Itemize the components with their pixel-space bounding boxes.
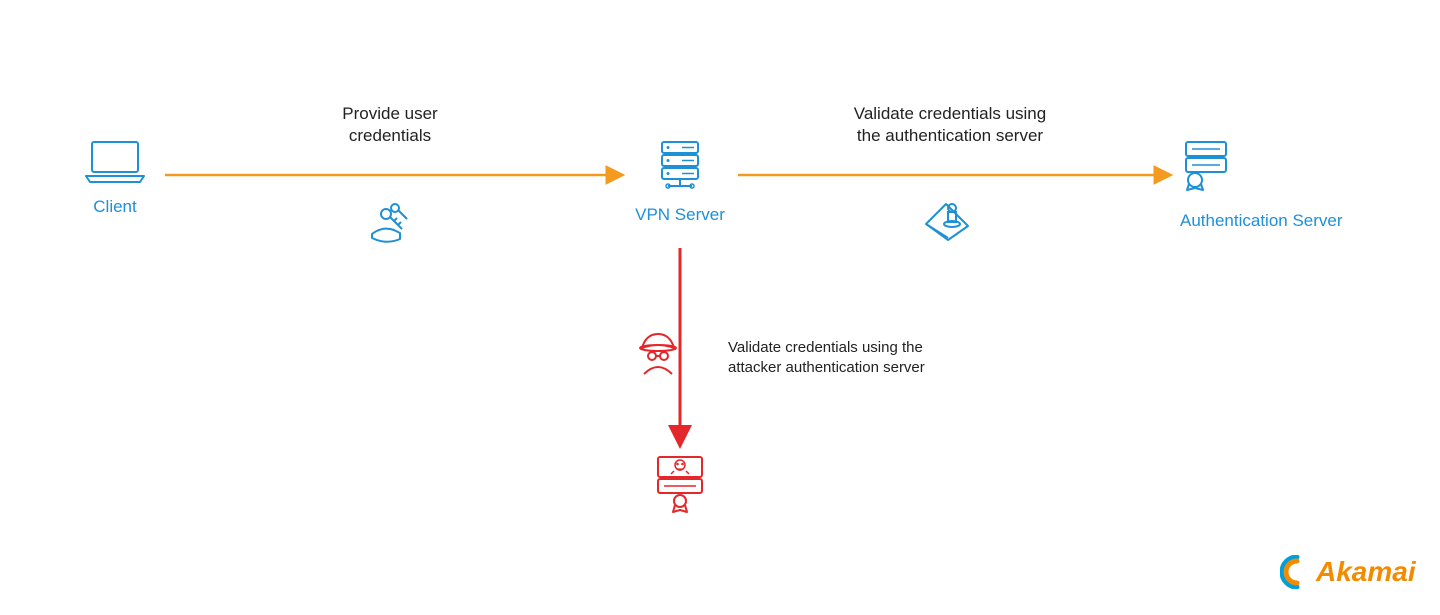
keys-icon <box>368 200 414 251</box>
stamp-icon <box>922 198 972 247</box>
brand-logo-text: Akamai <box>1316 556 1416 588</box>
edge-vpn-to-rogue <box>0 0 1440 615</box>
spy-icon <box>636 332 680 381</box>
brand-logo: Akamai <box>1280 555 1416 589</box>
edge-vpn-to-auth-label: Validate credentials usingthe authentica… <box>820 103 1080 147</box>
edge-vpn-to-rogue-label: Validate credentials using theattacker a… <box>728 338 988 377</box>
akamai-wave-icon <box>1280 555 1314 589</box>
edge-client-to-vpn-label: Provide usercredentials <box>300 103 480 147</box>
